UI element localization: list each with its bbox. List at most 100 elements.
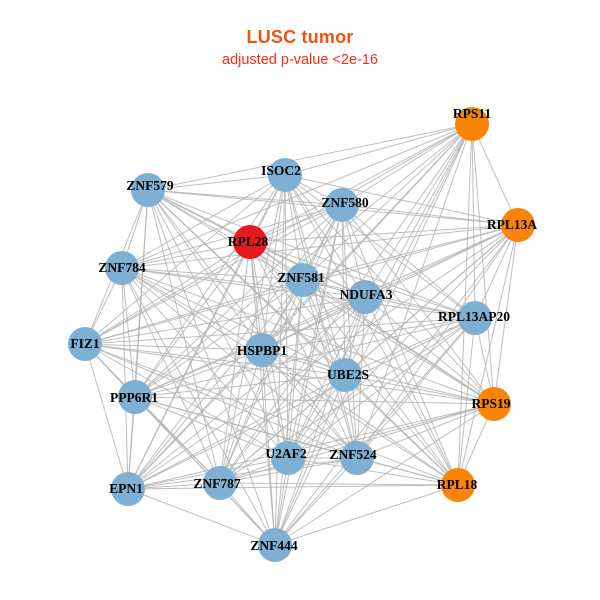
graph-edge <box>341 204 519 226</box>
graph-edge <box>219 241 251 484</box>
graph-edge <box>121 267 459 486</box>
graph-edge <box>219 482 459 486</box>
graph-node-znf524[interactable] <box>340 441 374 475</box>
graph-edge <box>134 396 289 459</box>
graph-node-znf784[interactable] <box>105 251 139 285</box>
graph-edge <box>147 189 495 405</box>
graph-edge <box>121 174 286 269</box>
graph-edge <box>127 403 495 490</box>
graph-edge <box>121 204 343 269</box>
graph-edge <box>471 123 495 405</box>
graph-node-znf581[interactable] <box>286 263 320 297</box>
graph-edge <box>287 403 495 459</box>
graph-edge <box>127 488 276 546</box>
graph-edge <box>274 484 459 546</box>
graph-edge <box>274 279 304 546</box>
graph-node-fiz1[interactable] <box>68 327 102 361</box>
graph-edge <box>127 457 358 490</box>
graph-edge <box>364 123 473 298</box>
edge-layer <box>84 123 519 546</box>
graph-edge <box>249 241 276 546</box>
graph-node-znf787[interactable] <box>203 466 237 500</box>
graph-edge <box>84 317 476 345</box>
graph-edge <box>134 174 286 398</box>
graph-node-znf444[interactable] <box>258 528 292 562</box>
graph-edge <box>457 224 519 486</box>
graph-node-rpl13a[interactable] <box>501 208 535 242</box>
graph-edge <box>344 374 459 486</box>
graph-edge <box>341 204 358 459</box>
graph-edge <box>261 296 366 351</box>
graph-edge <box>84 123 473 345</box>
graph-edge <box>219 374 346 484</box>
graph-edge <box>127 279 304 490</box>
graph-edge <box>219 296 366 484</box>
graph-edge <box>219 349 263 484</box>
graph-edge <box>121 267 495 405</box>
graph-edge <box>302 279 346 376</box>
graph-edge <box>121 267 366 298</box>
graph-edge <box>121 267 136 398</box>
graph-edge <box>261 349 459 486</box>
graph-edge <box>147 189 221 484</box>
graph-edge <box>284 174 304 281</box>
graph-edge <box>84 241 251 345</box>
graph-edge <box>356 457 459 486</box>
graph-node-znf579[interactable] <box>131 173 165 207</box>
graph-edge <box>127 296 366 490</box>
node-layer <box>68 107 535 562</box>
graph-edge <box>344 123 473 376</box>
graph-edge <box>121 267 129 490</box>
graph-edge <box>134 204 343 398</box>
graph-edge <box>284 174 459 486</box>
graph-node-ndufa3[interactable] <box>348 280 382 314</box>
graph-edge <box>249 224 519 243</box>
graph-edge <box>121 267 263 351</box>
graph-edge <box>84 343 129 490</box>
graph-edge <box>287 457 459 486</box>
graph-edge <box>302 279 459 486</box>
graph-edge <box>302 279 476 319</box>
graph-node-ube2s[interactable] <box>328 358 362 392</box>
graph-edge <box>219 317 476 484</box>
graph-edge <box>147 189 343 206</box>
graph-edge <box>134 374 346 398</box>
graph-edge <box>84 279 304 345</box>
graph-edge <box>261 349 289 459</box>
graph-edge <box>344 374 495 405</box>
graph-edge <box>341 204 346 376</box>
graph-node-hspbp1[interactable] <box>245 333 279 367</box>
graph-edge <box>84 296 366 345</box>
graph-node-epn1[interactable] <box>111 472 145 506</box>
graph-node-ppp6r1[interactable] <box>118 380 152 414</box>
graph-edge <box>84 343 495 405</box>
graph-edge <box>121 267 221 484</box>
graph-edge <box>121 267 304 281</box>
graph-edge <box>364 296 459 486</box>
graph-edge <box>274 204 343 546</box>
graph-edge <box>84 343 263 351</box>
graph-edge <box>84 343 358 459</box>
graph-edge <box>356 403 495 459</box>
graph-node-rps11[interactable] <box>455 107 489 141</box>
graph-node-znf580[interactable] <box>325 188 359 222</box>
graph-edge <box>84 343 289 459</box>
graph-node-u2af2[interactable] <box>271 441 305 475</box>
graph-node-rpl13ap20[interactable] <box>458 301 492 335</box>
graph-node-rpl18[interactable] <box>441 468 475 502</box>
graph-edge <box>249 241 476 319</box>
graph-edge <box>134 241 251 398</box>
graph-edge <box>127 484 459 490</box>
graph-edge <box>364 296 476 319</box>
graph-edge <box>474 224 519 319</box>
graph-node-isoc2[interactable] <box>268 158 302 192</box>
graph-node-rps19[interactable] <box>477 387 511 421</box>
graph-edge <box>341 204 495 405</box>
graph-edge <box>274 457 358 546</box>
graph-edge <box>127 317 476 490</box>
graph-node-rpl28[interactable] <box>233 225 267 259</box>
graph-edge <box>84 343 346 376</box>
graph-edge <box>274 374 346 546</box>
